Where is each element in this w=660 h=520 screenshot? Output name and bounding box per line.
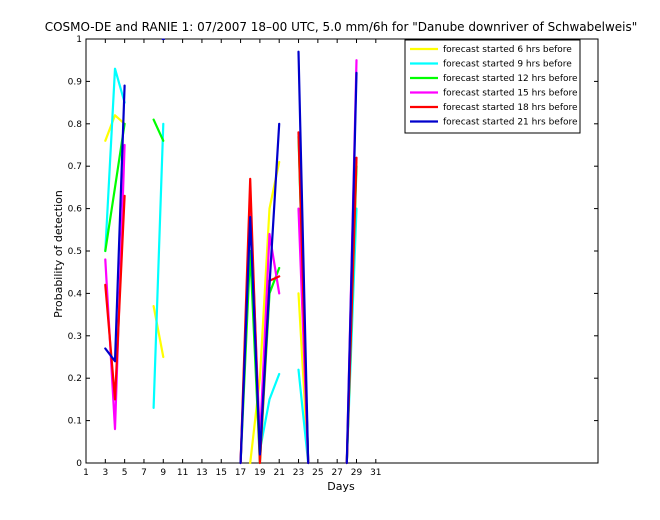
y-tick-label: 0.9 bbox=[68, 77, 83, 87]
x-tick-label: 1 bbox=[83, 468, 89, 478]
y-tick-label: 0.1 bbox=[68, 417, 82, 427]
y-tick-label: 0.6 bbox=[68, 205, 83, 215]
x-tick-label: 9 bbox=[160, 468, 166, 478]
series-line-1 bbox=[249, 160, 281, 465]
annotation-label: - bbox=[161, 34, 165, 45]
x-tick-label: 31 bbox=[370, 468, 381, 478]
data-series-layer bbox=[104, 50, 358, 465]
x-tick-label: 25 bbox=[312, 468, 323, 478]
x-tick-label: 3 bbox=[102, 468, 108, 478]
y-tick-label: 0.7 bbox=[68, 162, 82, 172]
series-line-2 bbox=[258, 372, 281, 452]
x-tick-label: 13 bbox=[196, 468, 207, 478]
series-line-2 bbox=[104, 67, 126, 253]
y-axis-label: Probability of detection bbox=[52, 190, 65, 318]
y-tick-label: 0 bbox=[76, 459, 82, 469]
series-line-6 bbox=[345, 71, 358, 465]
series-line-1 bbox=[152, 305, 165, 359]
series-line-2 bbox=[152, 122, 165, 409]
x-tick-label: 23 bbox=[293, 468, 304, 478]
x-tick-label: 5 bbox=[122, 468, 128, 478]
annotations-layer: - bbox=[161, 34, 165, 45]
legend-entry-label: forecast started 21 hrs before bbox=[443, 118, 578, 128]
y-tick-label: 0.3 bbox=[68, 332, 82, 342]
x-tick-label: 7 bbox=[141, 468, 147, 478]
y-tick-label: 0.4 bbox=[68, 289, 83, 299]
x-tick-label: 15 bbox=[216, 468, 227, 478]
series-line-6 bbox=[104, 84, 126, 363]
legend-entry-label: forecast started 6 hrs before bbox=[443, 45, 572, 55]
legend-entry-label: forecast started 12 hrs before bbox=[443, 74, 578, 84]
chart-title: COSMO-DE and RANIE 1: 07/2007 18–00 UTC,… bbox=[45, 20, 638, 34]
series-line-3 bbox=[104, 122, 126, 253]
series-line-5 bbox=[104, 194, 126, 401]
series-line-1 bbox=[104, 114, 126, 142]
x-axis: 1 3 5 7 9 11 13 15 17 19 21 23 25 27 29 31 bbox=[83, 39, 382, 478]
legend: forecast started 6 hrs before forecast st… bbox=[404, 39, 581, 134]
legend-box bbox=[404, 39, 581, 134]
y-axis: 0 0.1 0.2 0.3 0.4 0.5 0.6 0.7 0.8 0.9 1 bbox=[68, 35, 598, 469]
x-tick-label: 11 bbox=[177, 468, 188, 478]
y-tick-label: 1 bbox=[76, 35, 82, 45]
x-tick-label: 27 bbox=[331, 468, 342, 478]
x-axis-label: Days bbox=[327, 480, 355, 493]
y-tick-label: 0.8 bbox=[68, 120, 83, 130]
x-tick-label: 29 bbox=[351, 468, 363, 478]
y-tick-label: 0.5 bbox=[68, 247, 82, 257]
legend-entry-label: forecast started 9 hrs before bbox=[443, 60, 572, 70]
y-tick-label: 0.2 bbox=[68, 374, 82, 384]
x-tick-label: 19 bbox=[254, 468, 266, 478]
legend-entry-label: forecast started 15 hrs before bbox=[443, 89, 578, 99]
legend-entry-label: forecast started 18 hrs before bbox=[443, 103, 578, 113]
series-line-6 bbox=[239, 122, 281, 465]
series-line-3 bbox=[152, 118, 165, 142]
x-tick-label: 17 bbox=[235, 468, 246, 478]
x-tick-label: 21 bbox=[273, 468, 284, 478]
series-line-6 bbox=[297, 50, 310, 465]
